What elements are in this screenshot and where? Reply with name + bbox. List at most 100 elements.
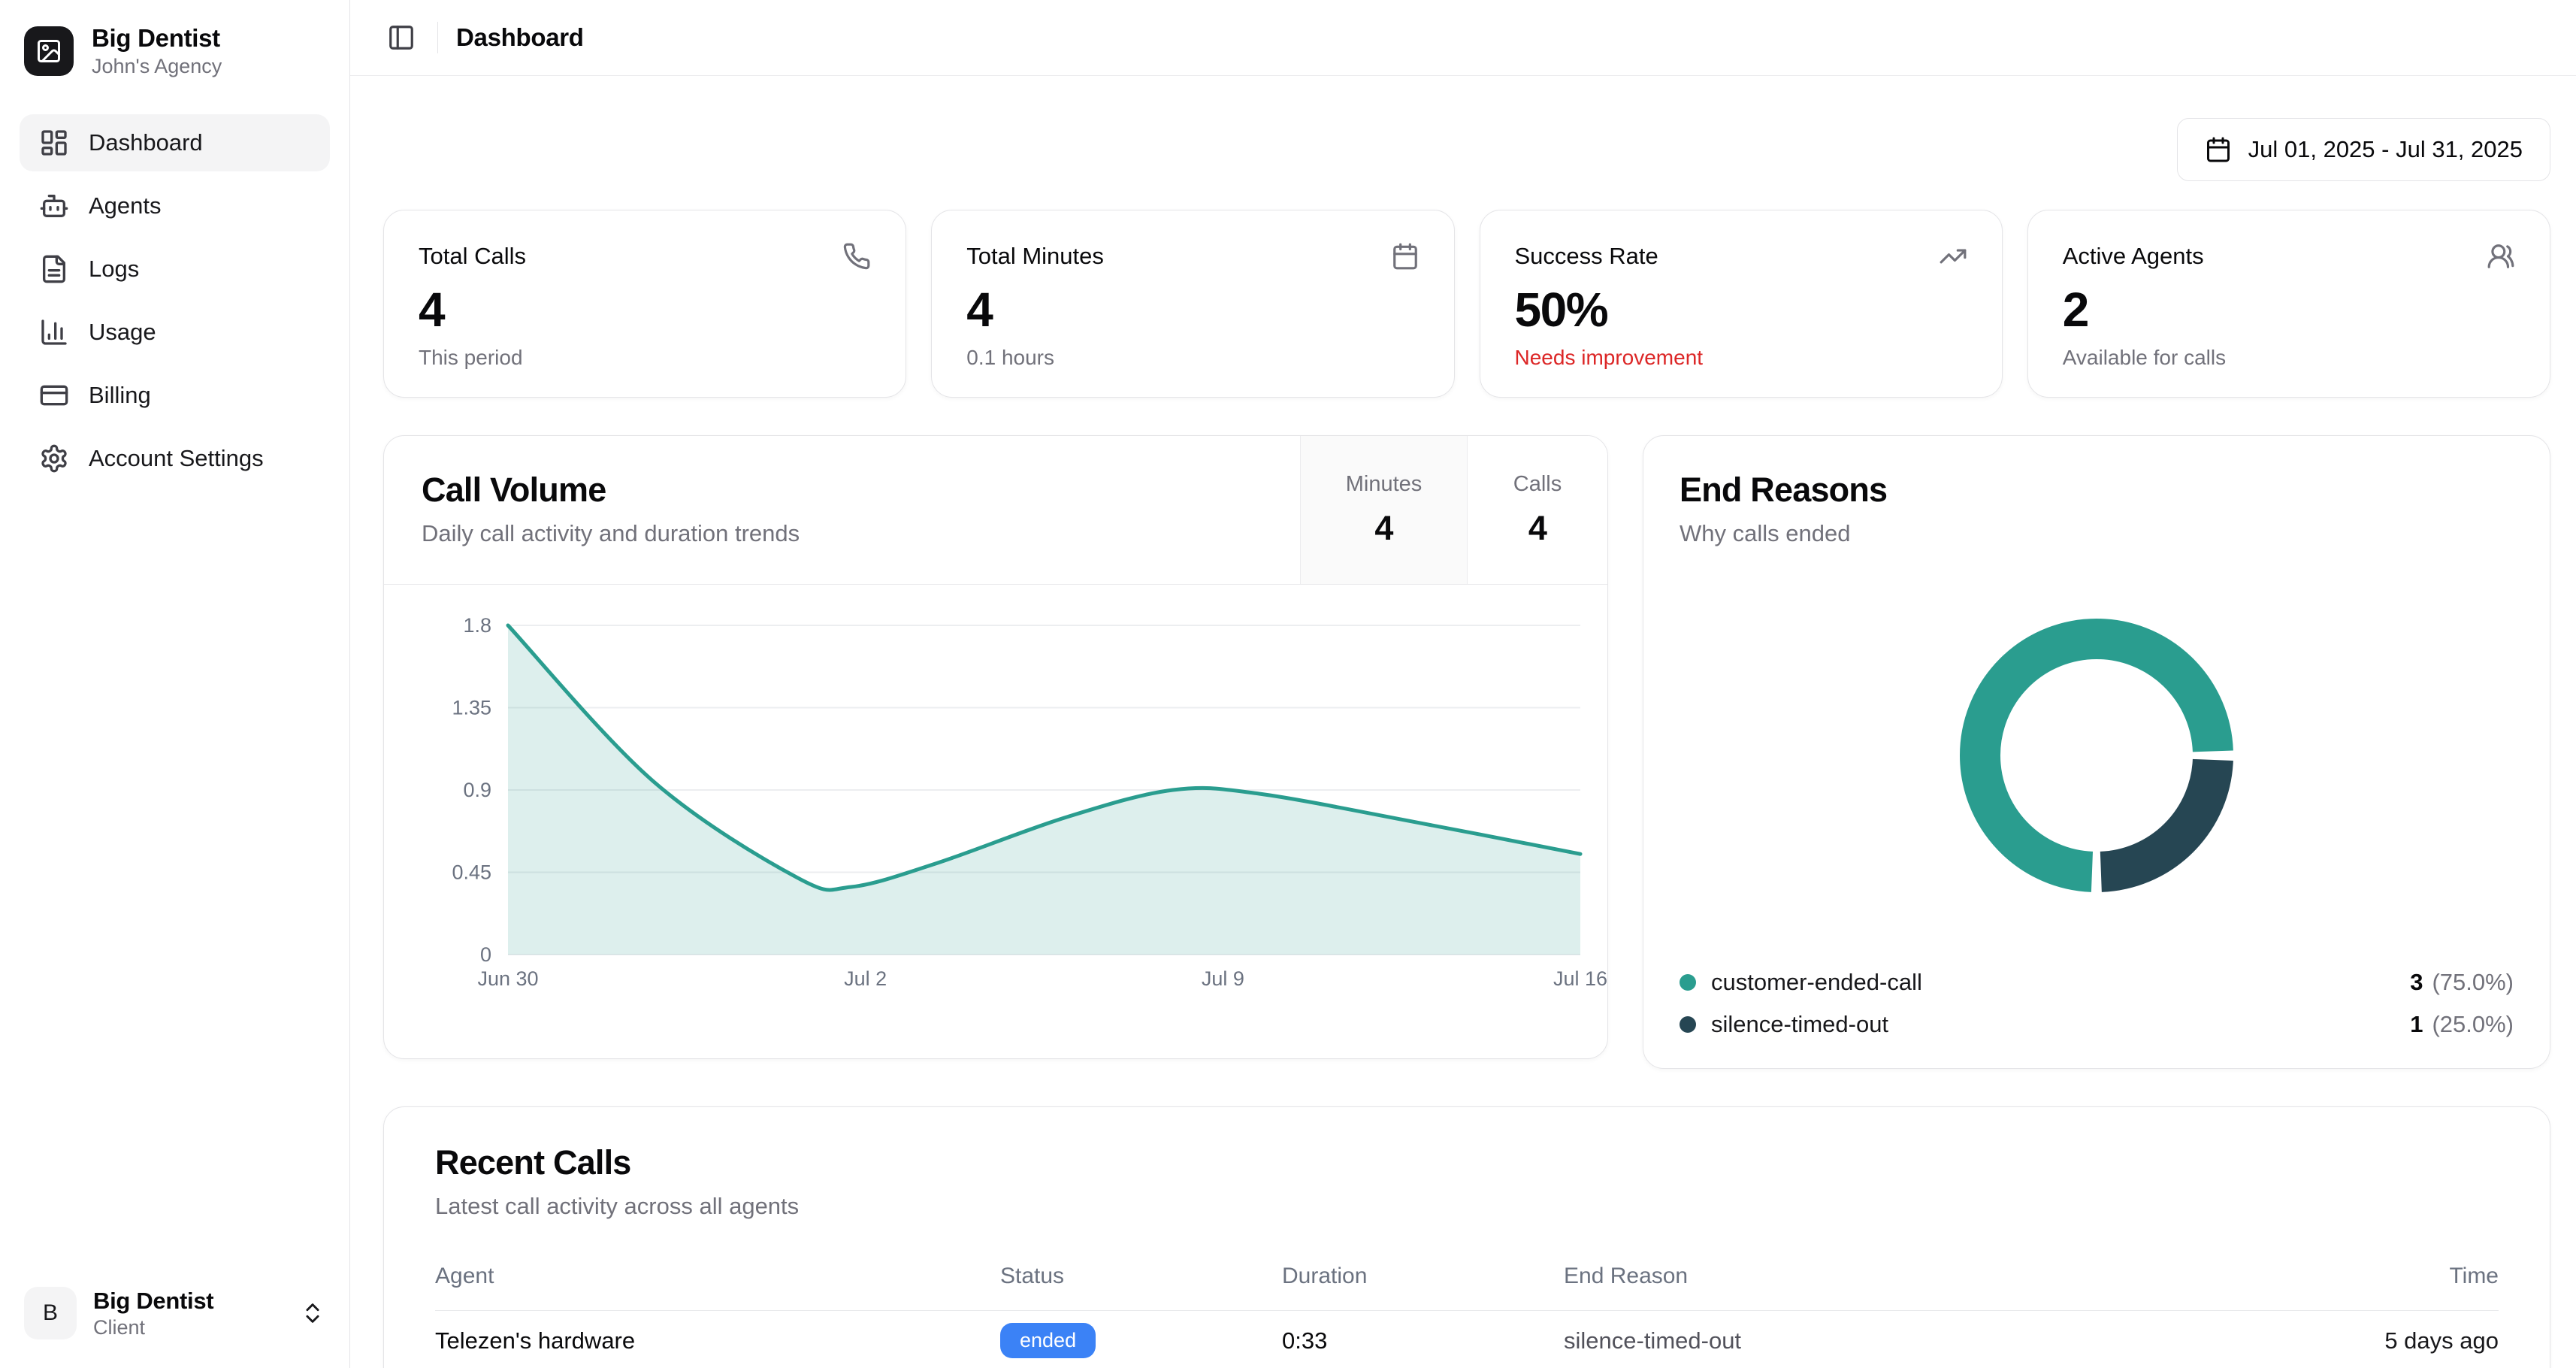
tab-minutes-value: 4	[1374, 509, 1393, 547]
org-switcher[interactable]: B Big Dentist Client	[20, 1279, 330, 1347]
call-volume-header: Call Volume Daily call activity and dura…	[384, 436, 1607, 585]
sidebar-nav: Dashboard Agents Logs Usage Billing Acco…	[20, 113, 330, 487]
sidebar-item-dashboard[interactable]: Dashboard	[20, 113, 330, 171]
column-header-status: Status	[1000, 1264, 1065, 1288]
recent-calls-subtitle: Latest call activity across all agents	[435, 1193, 800, 1219]
table-body: Telezen's hardware ended 0:33 silence-ti…	[435, 1311, 2499, 1368]
calendar-icon	[2205, 136, 2232, 163]
sidebar-toggle-button[interactable]	[383, 20, 419, 56]
stat-card-total-minutes: Total Minutes 4 0.1 hours	[931, 210, 1455, 398]
sidebar-item-label: Billing	[89, 381, 151, 408]
stat-value: 4	[966, 283, 993, 337]
call-volume-tabs: Minutes 4 Calls 4	[1300, 436, 1607, 584]
date-range-picker[interactable]: Jul 01, 2025 - Jul 31, 2025	[2176, 118, 2550, 181]
svg-text:0.45: 0.45	[452, 861, 491, 884]
table-row[interactable]: Telezen's hardware ended 0:33 silence-ti…	[435, 1311, 2499, 1368]
brand-text: Big Dentist John's Agency	[92, 24, 222, 78]
column-header-agent: Agent	[435, 1264, 494, 1288]
cell-duration: 0:33	[1282, 1327, 1328, 1354]
sidebar-item-usage[interactable]: Usage	[20, 304, 330, 361]
sidebar-item-agents[interactable]: Agents	[20, 177, 330, 235]
user-name: Big Dentist	[93, 1287, 214, 1314]
tab-calls-label: Calls	[1513, 472, 1562, 496]
legend-dot	[1680, 1016, 1696, 1033]
image-icon	[35, 38, 62, 65]
column-header-time: Time	[2449, 1264, 2499, 1288]
phone-icon	[842, 242, 871, 271]
user-text: Big Dentist Client	[93, 1287, 214, 1339]
column-header-duration: Duration	[1282, 1264, 1368, 1288]
sidebar-item-label: Agents	[89, 192, 162, 219]
legend-item: silence-timed-out 1 (25.0%)	[1680, 1011, 2514, 1038]
dashboard-icon	[39, 128, 69, 158]
end-reasons-title: End Reasons	[1680, 471, 1888, 509]
svg-text:1.8: 1.8	[463, 614, 491, 637]
panel-left-icon	[387, 23, 416, 52]
area-chart: 0 0.45 0.9 1.35 1.8 Jun 30 Jul 2 Jul 9 Jul 16	[452, 614, 1607, 990]
sidebar-item-label: Dashboard	[89, 129, 203, 156]
cell-end-reason: silence-timed-out	[1564, 1327, 1742, 1354]
brand-subtitle: John's Agency	[92, 54, 222, 77]
stat-label: Total Minutes	[966, 243, 1104, 269]
legend-item: customer-ended-call 3 (75.0%)	[1680, 969, 2514, 996]
date-range-label: Jul 01, 2025 - Jul 31, 2025	[2248, 136, 2523, 162]
cell-time: 5 days ago	[2384, 1327, 2499, 1354]
file-text-icon	[39, 254, 69, 284]
call-volume-subtitle: Daily call activity and duration trends	[422, 520, 800, 546]
sidebar-item-billing[interactable]: Billing	[20, 367, 330, 424]
end-reasons-card: End Reasons Why calls ended customer-end…	[1643, 435, 2550, 1069]
stat-label: Total Calls	[419, 243, 526, 269]
charts-row: Call Volume Daily call activity and dura…	[383, 435, 2550, 1069]
stat-subtext: Needs improvement	[1514, 346, 1704, 369]
avatar: B	[24, 1287, 77, 1339]
topbar-divider	[437, 22, 438, 53]
tab-minutes-label: Minutes	[1345, 472, 1423, 496]
stat-label: Success Rate	[1514, 243, 1658, 269]
sidebar: Big Dentist John's Agency Dashboard Agen…	[0, 0, 350, 1368]
donut-chart	[1960, 619, 2233, 892]
main-area: Dashboard Jul 01, 2025 - Jul 31, 2025 To…	[350, 0, 2576, 1368]
recent-calls-card: Recent Calls Latest call activity across…	[383, 1106, 2550, 1368]
legend-label: customer-ended-call	[1711, 969, 1922, 995]
legend-dot	[1680, 974, 1696, 991]
tab-calls[interactable]: Calls 4	[1467, 436, 1607, 584]
cell-agent: Telezen's hardware	[435, 1327, 636, 1354]
end-reasons-subtitle: Why calls ended	[1680, 520, 1851, 546]
chevrons-up-down-icon	[300, 1300, 325, 1326]
topbar: Dashboard	[350, 0, 2576, 76]
svg-text:Jun 30: Jun 30	[477, 967, 538, 990]
stat-label: Active Agents	[2062, 243, 2204, 269]
trending-up-icon	[1939, 242, 1967, 271]
content: Jul 01, 2025 - Jul 31, 2025 Total Calls …	[350, 76, 2576, 1368]
bot-icon	[39, 191, 69, 221]
end-reasons-legend: customer-ended-call 3 (75.0%) silence-ti…	[1643, 969, 2550, 1068]
sidebar-item-account-settings[interactable]: Account Settings	[20, 430, 330, 487]
call-volume-chart: 0 0.45 0.9 1.35 1.8 Jun 30 Jul 2 Jul 9 Jul 16	[384, 606, 1607, 1004]
tab-calls-value: 4	[1528, 509, 1547, 547]
svg-text:0: 0	[480, 943, 491, 966]
gear-icon	[39, 443, 69, 474]
sidebar-item-logs[interactable]: Logs	[20, 241, 330, 298]
svg-text:1.35: 1.35	[452, 697, 491, 719]
call-volume-title: Call Volume	[422, 471, 606, 509]
svg-text:Jul 2: Jul 2	[844, 967, 887, 990]
brand-logo	[24, 26, 74, 76]
tab-minutes[interactable]: Minutes 4	[1300, 436, 1467, 584]
end-reasons-header: End Reasons Why calls ended	[1643, 436, 2550, 547]
stat-value: 4	[419, 283, 446, 337]
stats-row: Total Calls 4 This period Total Minutes …	[383, 210, 2550, 398]
table-header-row: Agent Status Duration End Reason Time	[435, 1264, 2499, 1311]
legend-count: 1	[2410, 1011, 2423, 1037]
legend-label: silence-timed-out	[1711, 1011, 1889, 1037]
sidebar-item-label: Logs	[89, 255, 140, 282]
svg-text:Jul 16: Jul 16	[1553, 967, 1607, 990]
status-badge: ended	[1000, 1322, 1096, 1359]
stat-value: 2	[2062, 283, 2090, 337]
credit-card-icon	[39, 380, 69, 410]
svg-text:Jul 9: Jul 9	[1202, 967, 1244, 990]
calendar-icon	[1391, 242, 1420, 271]
stat-subtext: This period	[419, 346, 523, 369]
call-volume-card: Call Volume Daily call activity and dura…	[383, 435, 1608, 1059]
brand: Big Dentist John's Agency	[20, 18, 330, 84]
user-role: Client	[93, 1315, 146, 1339]
